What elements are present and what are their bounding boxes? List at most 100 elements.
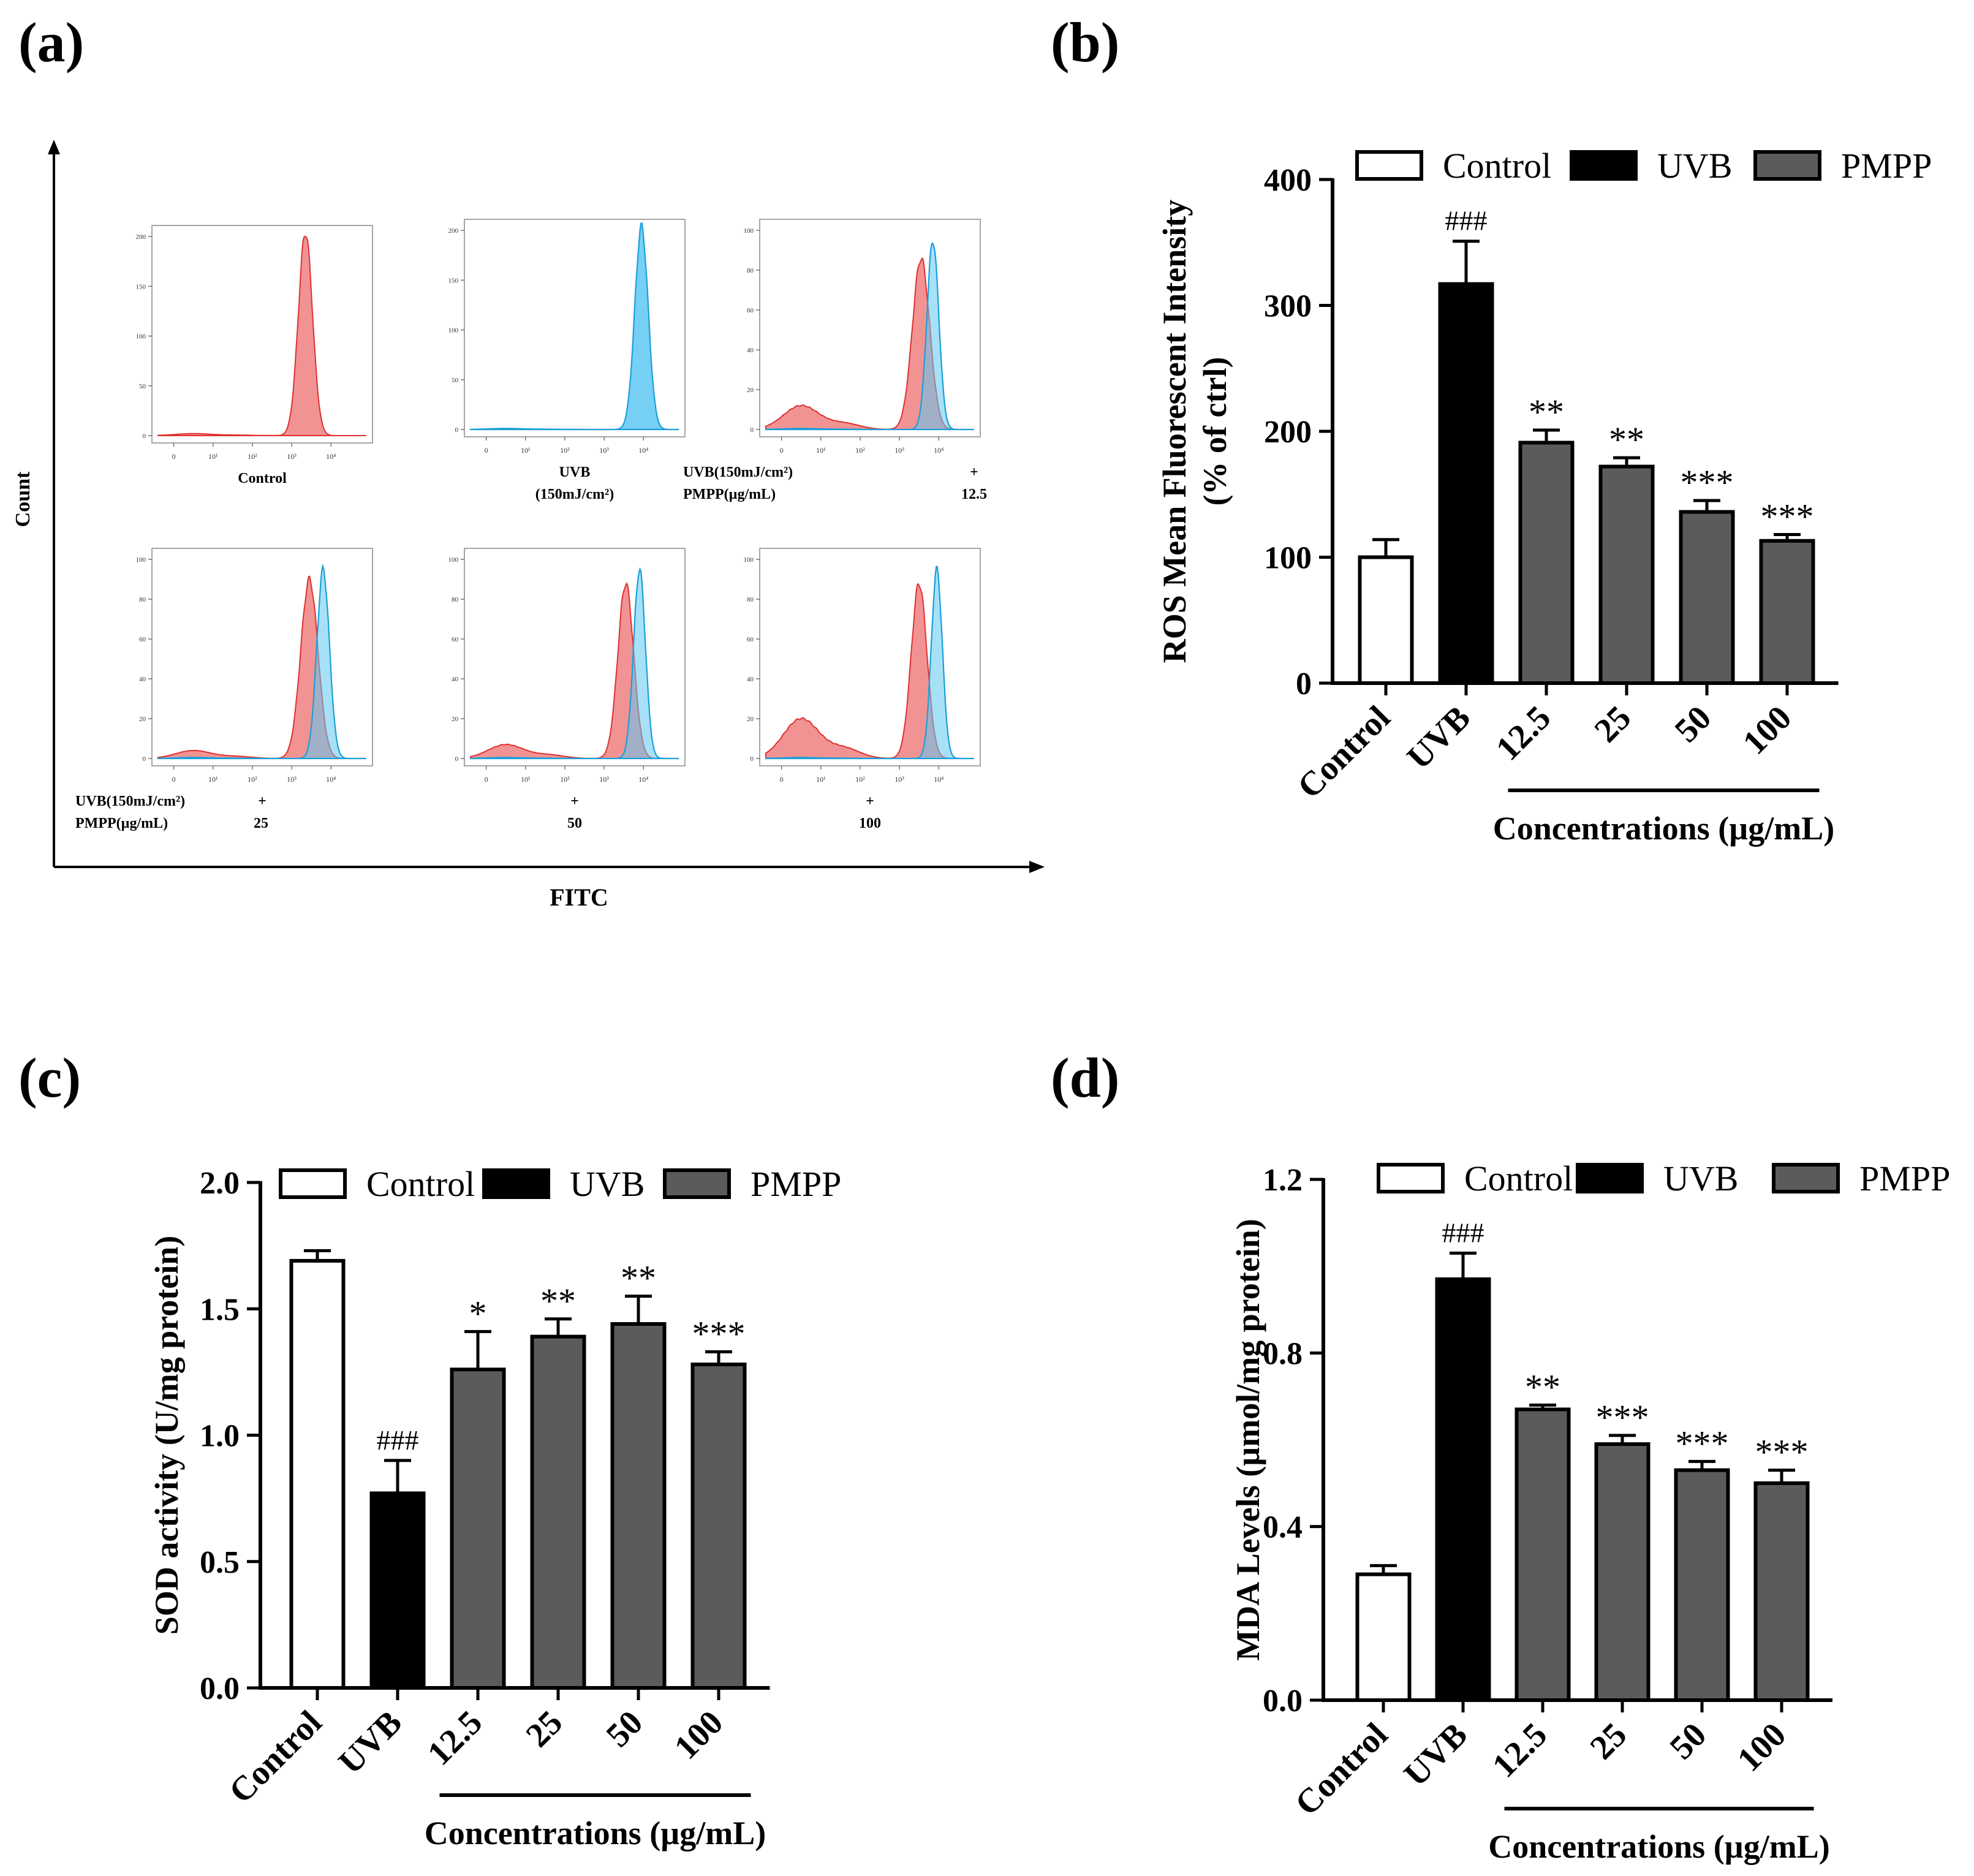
hist-xtick-label: 10³ [599,775,609,784]
hist-xtick-label: 10² [560,775,570,784]
hist-ytick-label: 40 [452,676,459,683]
x-category-label: 25 [1583,1715,1634,1766]
hist-ytick-label: 0 [455,426,459,434]
x-category-label: 12.5 [1485,1715,1554,1785]
hist-xtick-label: 10⁴ [638,446,648,455]
legend-label: Control [1443,146,1551,186]
legend-swatch-uvb [1576,1163,1644,1193]
caption-plus: + [970,464,978,480]
hist-ytick-label: 40 [747,347,754,354]
hist-ytick-label: 40 [139,676,146,683]
hist-ytick-label: 60 [452,636,459,643]
hist-xtick-label: 10³ [287,452,297,461]
hist-ytick-label: 100 [448,327,459,335]
x-category-label: Control [222,1703,329,1810]
significance-hash: ### [377,1424,419,1456]
histogram-frame [464,548,686,766]
bar-Control [1358,555,1414,685]
bar-Control [1355,1572,1412,1702]
hist-xtick-label: 10¹ [208,452,218,461]
bar-UVB [369,1491,426,1690]
hist-xtick-label: 10⁴ [326,452,336,461]
caption-plus: + [258,793,267,809]
bar-100 [1759,539,1815,685]
hist-ytick-label: 20 [139,716,146,723]
hist-xtick-label: 10² [855,446,865,455]
hist-xtick-label: 0 [485,775,488,784]
legend-label: UVB [1657,146,1732,186]
legend-swatch-pmpp [663,1168,731,1199]
hist-ytick-label: 0 [143,433,146,440]
y-tick-label: 0.0 [200,1671,240,1706]
panel-label-d: (d) [1051,1046,1119,1109]
hist-ytick-label: 20 [452,716,459,723]
y-tick-label: 200 [1264,415,1312,450]
histogram-frame [759,219,981,437]
histogram-pmpp-100: 100 80 60 40 20 0 0 10¹ 10² 10³ 10⁴ +100 [744,548,981,831]
caption-plus: + [570,793,579,809]
hist-xtick-label: 10² [855,775,865,784]
histogram-pmpp-12.5: 100 80 60 40 20 0 0 10¹ 10² 10³ 10⁴ UVB(150mJ/cm²) +… [683,219,987,502]
histogram-caption: Control [238,471,287,486]
bar-50 [1679,510,1735,686]
panel-a-x-label: FITC [550,883,608,911]
y-tick-label: 1.0 [200,1419,240,1454]
hist-xtick-label: 10¹ [521,446,531,455]
hist-ytick-label: 100 [448,556,459,564]
bar-UVB [1438,282,1494,685]
hist-xtick-label: 10² [560,446,570,455]
y-tick-label: 1.5 [200,1292,240,1327]
x-category-label: 12.5 [1489,698,1558,768]
hist-ytick-label: 50 [452,377,459,384]
x-axis-label: Concentrations (µg/mL) [425,1815,766,1851]
caption-line: (150mJ/cm²) [535,486,614,502]
significance-stars: *** [692,1314,746,1353]
x-category-label: 25 [1587,698,1638,749]
legend-label: UVB [570,1164,645,1204]
y-axis-label: ROS Mean Fluorescent Intensity [1156,200,1193,663]
y-axis-label-line2: (% of ctrl) [1197,357,1233,506]
x-category-label: UVB [331,1703,409,1781]
hist-ytick-label: 0 [143,755,146,763]
bar-UVB [1435,1277,1491,1703]
hist-ytick-label: 0 [455,755,459,763]
histogram-blue-curve [469,222,679,431]
significance-stars: *** [1676,1423,1729,1463]
hist-ytick-label: 50 [139,383,146,390]
hist-ytick-label: 100 [136,333,146,341]
legend-label: PMPP [1859,1159,1950,1198]
histogram-frame [464,219,686,437]
bar-25 [530,1334,586,1690]
hist-xtick-label: 10⁴ [326,775,336,784]
hist-ytick-label: 20 [747,387,754,394]
hist-ytick-label: 150 [448,277,459,284]
x-category-label: 100 [1730,1715,1793,1779]
hist-ytick-label: 100 [136,556,146,564]
hist-xtick-label: 10¹ [816,446,826,455]
legend-label: PMPP [1841,146,1932,186]
panel-a-y-label: Count [12,471,34,527]
x-category-label: 100 [1736,698,1799,762]
hist-xtick-label: 10² [248,775,257,784]
legend-swatch-pmpp [1753,150,1821,181]
hist-xtick-label: 10³ [287,775,297,784]
x-category-label: UVB [1397,1715,1475,1793]
panel-label-c: (c) [18,1046,81,1109]
legend-swatch-control [1355,150,1423,181]
hist-xtick-label: 0 [780,446,784,455]
caption-concentration: 12.5 [961,486,987,502]
significance-stars: ** [540,1281,576,1321]
significance-stars: *** [1755,1432,1809,1472]
hist-xtick-label: 0 [172,775,176,784]
caption-line: UVB [559,464,591,480]
bar-100 [690,1363,747,1690]
bar-50 [610,1322,667,1690]
legend-label: Control [1464,1159,1573,1198]
x-category-label: 12.5 [420,1703,490,1772]
legend-swatch-control [279,1168,347,1199]
hist-ytick-label: 80 [139,596,146,603]
hist-ytick-label: 80 [747,267,754,274]
histogram-caption: UVB(150mJ/cm²) + PMPP(µg/mL) 25 [75,793,268,831]
x-axis-label: Concentrations (µg/mL) [1488,1828,1830,1865]
